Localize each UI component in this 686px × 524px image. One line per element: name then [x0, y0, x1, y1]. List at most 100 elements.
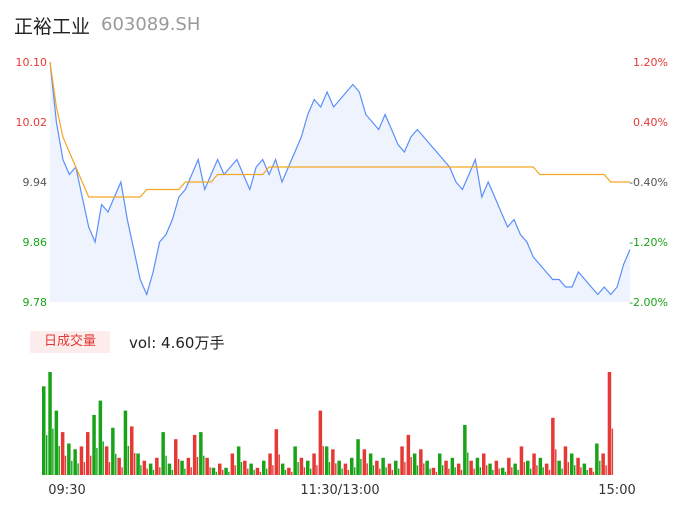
volume-bar	[203, 455, 205, 475]
volume-bar	[142, 460, 147, 475]
x-tick-label: 09:30	[48, 483, 85, 498]
volume-bar	[134, 453, 136, 475]
volume-bar	[64, 455, 67, 475]
volume-bar	[92, 414, 96, 475]
volume-bar	[108, 462, 111, 475]
volume-bar	[387, 463, 392, 475]
volume-bar	[551, 417, 555, 475]
volume-bar	[291, 471, 293, 475]
volume-bar	[159, 467, 161, 475]
volume-bar	[513, 463, 517, 475]
price-area	[50, 62, 630, 302]
volume-bar	[136, 453, 140, 475]
volume-bar	[152, 469, 155, 476]
volume-bar	[140, 465, 142, 475]
volume-bar	[536, 465, 538, 475]
y-tick-right: -0.40%	[629, 176, 668, 189]
volume-bar	[400, 446, 404, 475]
volume-bar	[488, 463, 492, 475]
volume-bar	[366, 463, 368, 475]
volume-bar	[570, 453, 574, 475]
y-tick-right: -1.20%	[629, 236, 668, 249]
volume-bar	[236, 446, 241, 475]
volume-bar	[595, 443, 599, 475]
volume-bar	[469, 460, 473, 475]
volume-bar	[576, 457, 580, 475]
volume-bar	[77, 463, 79, 475]
volume-bar	[205, 457, 209, 475]
volume-bar	[362, 449, 367, 476]
volume-bar	[567, 462, 570, 475]
volume-bar	[287, 467, 291, 475]
volume-bar	[230, 453, 235, 475]
volume-bar	[174, 439, 178, 475]
volume-bar	[337, 460, 341, 475]
price-line	[49, 61, 631, 297]
volume-label: vol: 4.60万手	[129, 334, 225, 352]
volume-bar	[167, 463, 172, 475]
volume-bar	[500, 467, 505, 475]
volume-bar	[255, 467, 260, 475]
volume-bar	[146, 468, 148, 475]
y-tick-left: 9.78	[23, 296, 48, 309]
volume-bar	[280, 463, 285, 475]
volume-bar	[190, 467, 192, 475]
volume-bar	[127, 446, 130, 475]
volume-bar	[316, 465, 318, 475]
volume-bar	[456, 463, 461, 475]
volume-bar	[607, 372, 612, 475]
volume-bar	[343, 463, 348, 475]
volume-bar	[586, 469, 588, 476]
volume-bar	[243, 460, 247, 475]
y-tick-left: 10.10	[16, 56, 48, 69]
volume-bar	[335, 463, 337, 475]
volume-bar	[368, 453, 373, 475]
volume-bar	[475, 457, 480, 475]
volume-bar	[431, 467, 436, 475]
volume-bar	[494, 460, 499, 475]
volume-bar	[406, 434, 411, 475]
volume-bar	[419, 449, 423, 476]
volume-bar	[54, 410, 59, 475]
y-tick-left: 9.94	[23, 176, 48, 189]
volume-bar	[306, 460, 310, 475]
volume-bar	[356, 439, 360, 475]
volume-bar	[398, 468, 400, 475]
volume-bar	[48, 372, 52, 475]
y-tick-right: -2.00%	[629, 296, 668, 309]
volume-bar	[52, 428, 54, 475]
volume-bar	[222, 469, 224, 476]
volume-bar	[442, 465, 444, 475]
volume-bar	[582, 463, 587, 475]
volume-bar	[67, 443, 71, 475]
volume-bar	[599, 460, 601, 475]
x-axis-labels: 09:30 11:30/13:00 15:00	[48, 483, 635, 498]
volume-bar	[341, 468, 343, 475]
volume-bar	[563, 446, 568, 475]
volume-bar	[444, 460, 448, 475]
y-axis-labels: 10.10 1.20% 10.02 0.40% 9.94 -0.40% 9.86 -1.20%…	[16, 56, 669, 309]
volume-bar	[209, 467, 211, 475]
volume-bar	[46, 435, 48, 475]
volume-bar	[574, 465, 576, 475]
y-tick-left: 10.02	[16, 116, 48, 129]
volume-bar	[58, 446, 60, 475]
volume-bar	[234, 465, 236, 475]
x-tick-label: 11:30/13:00	[300, 483, 379, 498]
volume-bar	[102, 441, 104, 475]
volume-bar	[372, 465, 375, 475]
volume-bar	[318, 410, 323, 475]
volume-bar	[171, 469, 174, 476]
volume-badge: 日成交量	[30, 331, 110, 353]
volume-bar	[178, 458, 180, 475]
volume-bar	[121, 467, 123, 475]
volume-bar	[165, 455, 167, 475]
volume-bar	[272, 465, 274, 475]
volume-bar	[111, 427, 115, 475]
volume-bar	[519, 446, 524, 475]
price-lines	[49, 61, 631, 297]
volume-bar	[526, 460, 530, 475]
volume-bar	[425, 460, 429, 475]
volume-bar	[199, 432, 203, 475]
volume-bar	[328, 462, 331, 475]
